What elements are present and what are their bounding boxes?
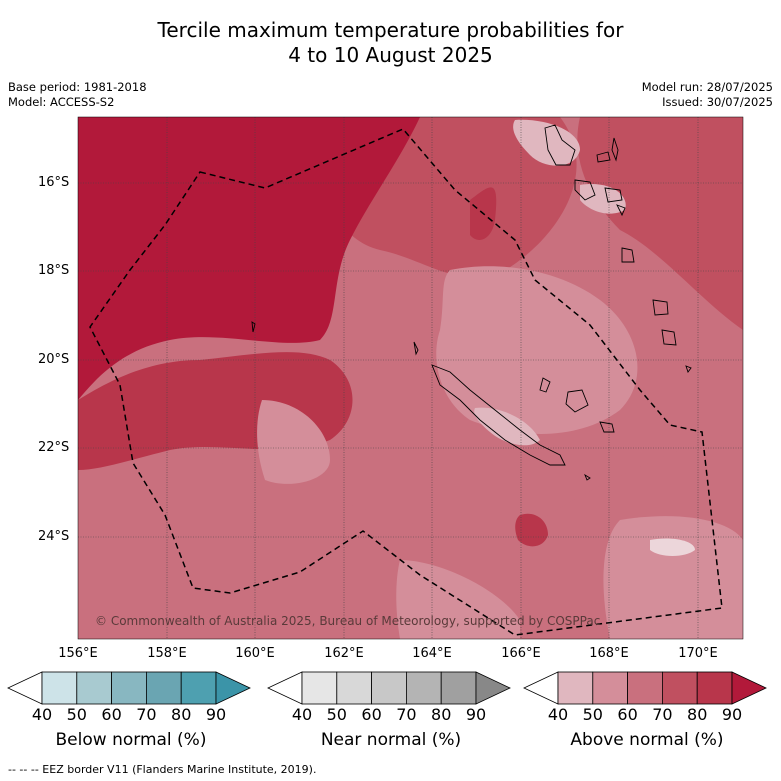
lon-label: 164°E bbox=[412, 646, 452, 661]
model-name: Model: ACCESS-S2 bbox=[8, 95, 115, 109]
lon-label: 156°E bbox=[58, 646, 98, 661]
colorbar-extend-low bbox=[523, 671, 559, 705]
colorbar-tick-label: 50 bbox=[66, 705, 87, 724]
colorbar-segment bbox=[336, 671, 372, 705]
colorbar-segment bbox=[301, 671, 338, 705]
colorbar-tick-label: 90 bbox=[721, 705, 743, 724]
colorbar-extend-low bbox=[7, 671, 43, 705]
lon-label: 166°E bbox=[501, 646, 541, 661]
lat-label: 16°S bbox=[38, 175, 70, 190]
colorbar-extend-high bbox=[731, 671, 767, 705]
colorbar-segment bbox=[696, 671, 733, 705]
base-period: Base period: 1981-2018 bbox=[8, 80, 147, 94]
probability-field bbox=[78, 117, 743, 639]
issued-date: Issued: 30/07/2025 bbox=[662, 95, 773, 109]
colorbar-extend-high bbox=[475, 671, 511, 705]
colorbar-title: Above normal (%) bbox=[570, 730, 724, 750]
colorbar-tick-label: 80 bbox=[431, 705, 452, 724]
colorbar-segment bbox=[41, 671, 78, 705]
colorbar-segment bbox=[627, 671, 663, 705]
colorbar-extend-high bbox=[215, 671, 251, 705]
colorbar-segment bbox=[662, 671, 698, 705]
colorbar-tick-label: 80 bbox=[687, 705, 708, 724]
lat-label: 20°S bbox=[38, 352, 70, 367]
colorbar-tick-label: 70 bbox=[136, 705, 157, 724]
title-line-2: 4 to 10 August 2025 bbox=[288, 43, 493, 67]
eez-legend-note: -- -- -- EEZ border V11 (Flanders Marine… bbox=[8, 763, 317, 776]
colorbar-tick-label: 40 bbox=[547, 705, 569, 724]
map-title: Tercile maximum temperature probabilitie… bbox=[0, 18, 781, 68]
colorbar-extend-low bbox=[267, 671, 303, 705]
map-frame bbox=[77, 116, 744, 640]
lon-label: 158°E bbox=[147, 646, 187, 661]
title-line-1: Tercile maximum temperature probabilitie… bbox=[157, 18, 624, 42]
lat-label: 18°S bbox=[38, 263, 70, 278]
meta-left: Base period: 1981-2018 Model: ACCESS-S2 bbox=[8, 80, 147, 110]
lon-label: 168°E bbox=[589, 646, 629, 661]
colorbar-tick-label: 40 bbox=[31, 705, 53, 724]
colorbar-tick-label: 50 bbox=[326, 705, 347, 724]
graticule bbox=[78, 117, 743, 639]
colorbar-segment bbox=[405, 671, 442, 705]
colorbar-tick-label: 60 bbox=[361, 705, 382, 724]
colorbar-segment bbox=[180, 671, 217, 705]
lat-label: 24°S bbox=[38, 529, 70, 544]
colorbar-title: Near normal (%) bbox=[320, 730, 462, 750]
eez-border bbox=[89, 128, 723, 636]
colorbar-segment bbox=[371, 671, 407, 705]
lat-label: 22°S bbox=[38, 440, 70, 455]
colorbar-tick-label: 40 bbox=[291, 705, 313, 724]
model-run: Model run: 28/07/2025 bbox=[641, 80, 773, 94]
lon-label: 160°E bbox=[235, 646, 275, 661]
colorbar-tick-label: 70 bbox=[652, 705, 673, 724]
colorbar-tick-label: 70 bbox=[396, 705, 417, 724]
colorbar-title: Below normal (%) bbox=[55, 730, 207, 750]
colorbar-tick-label: 90 bbox=[205, 705, 227, 724]
colorbar-segment bbox=[592, 671, 628, 705]
copyright-notice: © Commonwealth of Australia 2025, Bureau… bbox=[95, 614, 601, 628]
meta-right: Model run: 28/07/2025 Issued: 30/07/2025 bbox=[642, 80, 773, 110]
colorbar-tick-label: 80 bbox=[171, 705, 192, 724]
lon-label: 170°E bbox=[678, 646, 718, 661]
colorbar-tick-label: 60 bbox=[617, 705, 638, 724]
colorbar-segment bbox=[557, 671, 594, 705]
colorbar-tick-label: 90 bbox=[465, 705, 487, 724]
coastlines bbox=[251, 124, 692, 481]
colorbar-segment bbox=[111, 671, 147, 705]
colorbars bbox=[7, 671, 767, 705]
colorbar-segment bbox=[440, 671, 477, 705]
colorbar-tick-label: 50 bbox=[582, 705, 603, 724]
colorbar-segment bbox=[76, 671, 113, 705]
lon-label: 162°E bbox=[324, 646, 364, 661]
colorbar-segment bbox=[145, 671, 182, 705]
colorbar-tick-label: 60 bbox=[101, 705, 122, 724]
